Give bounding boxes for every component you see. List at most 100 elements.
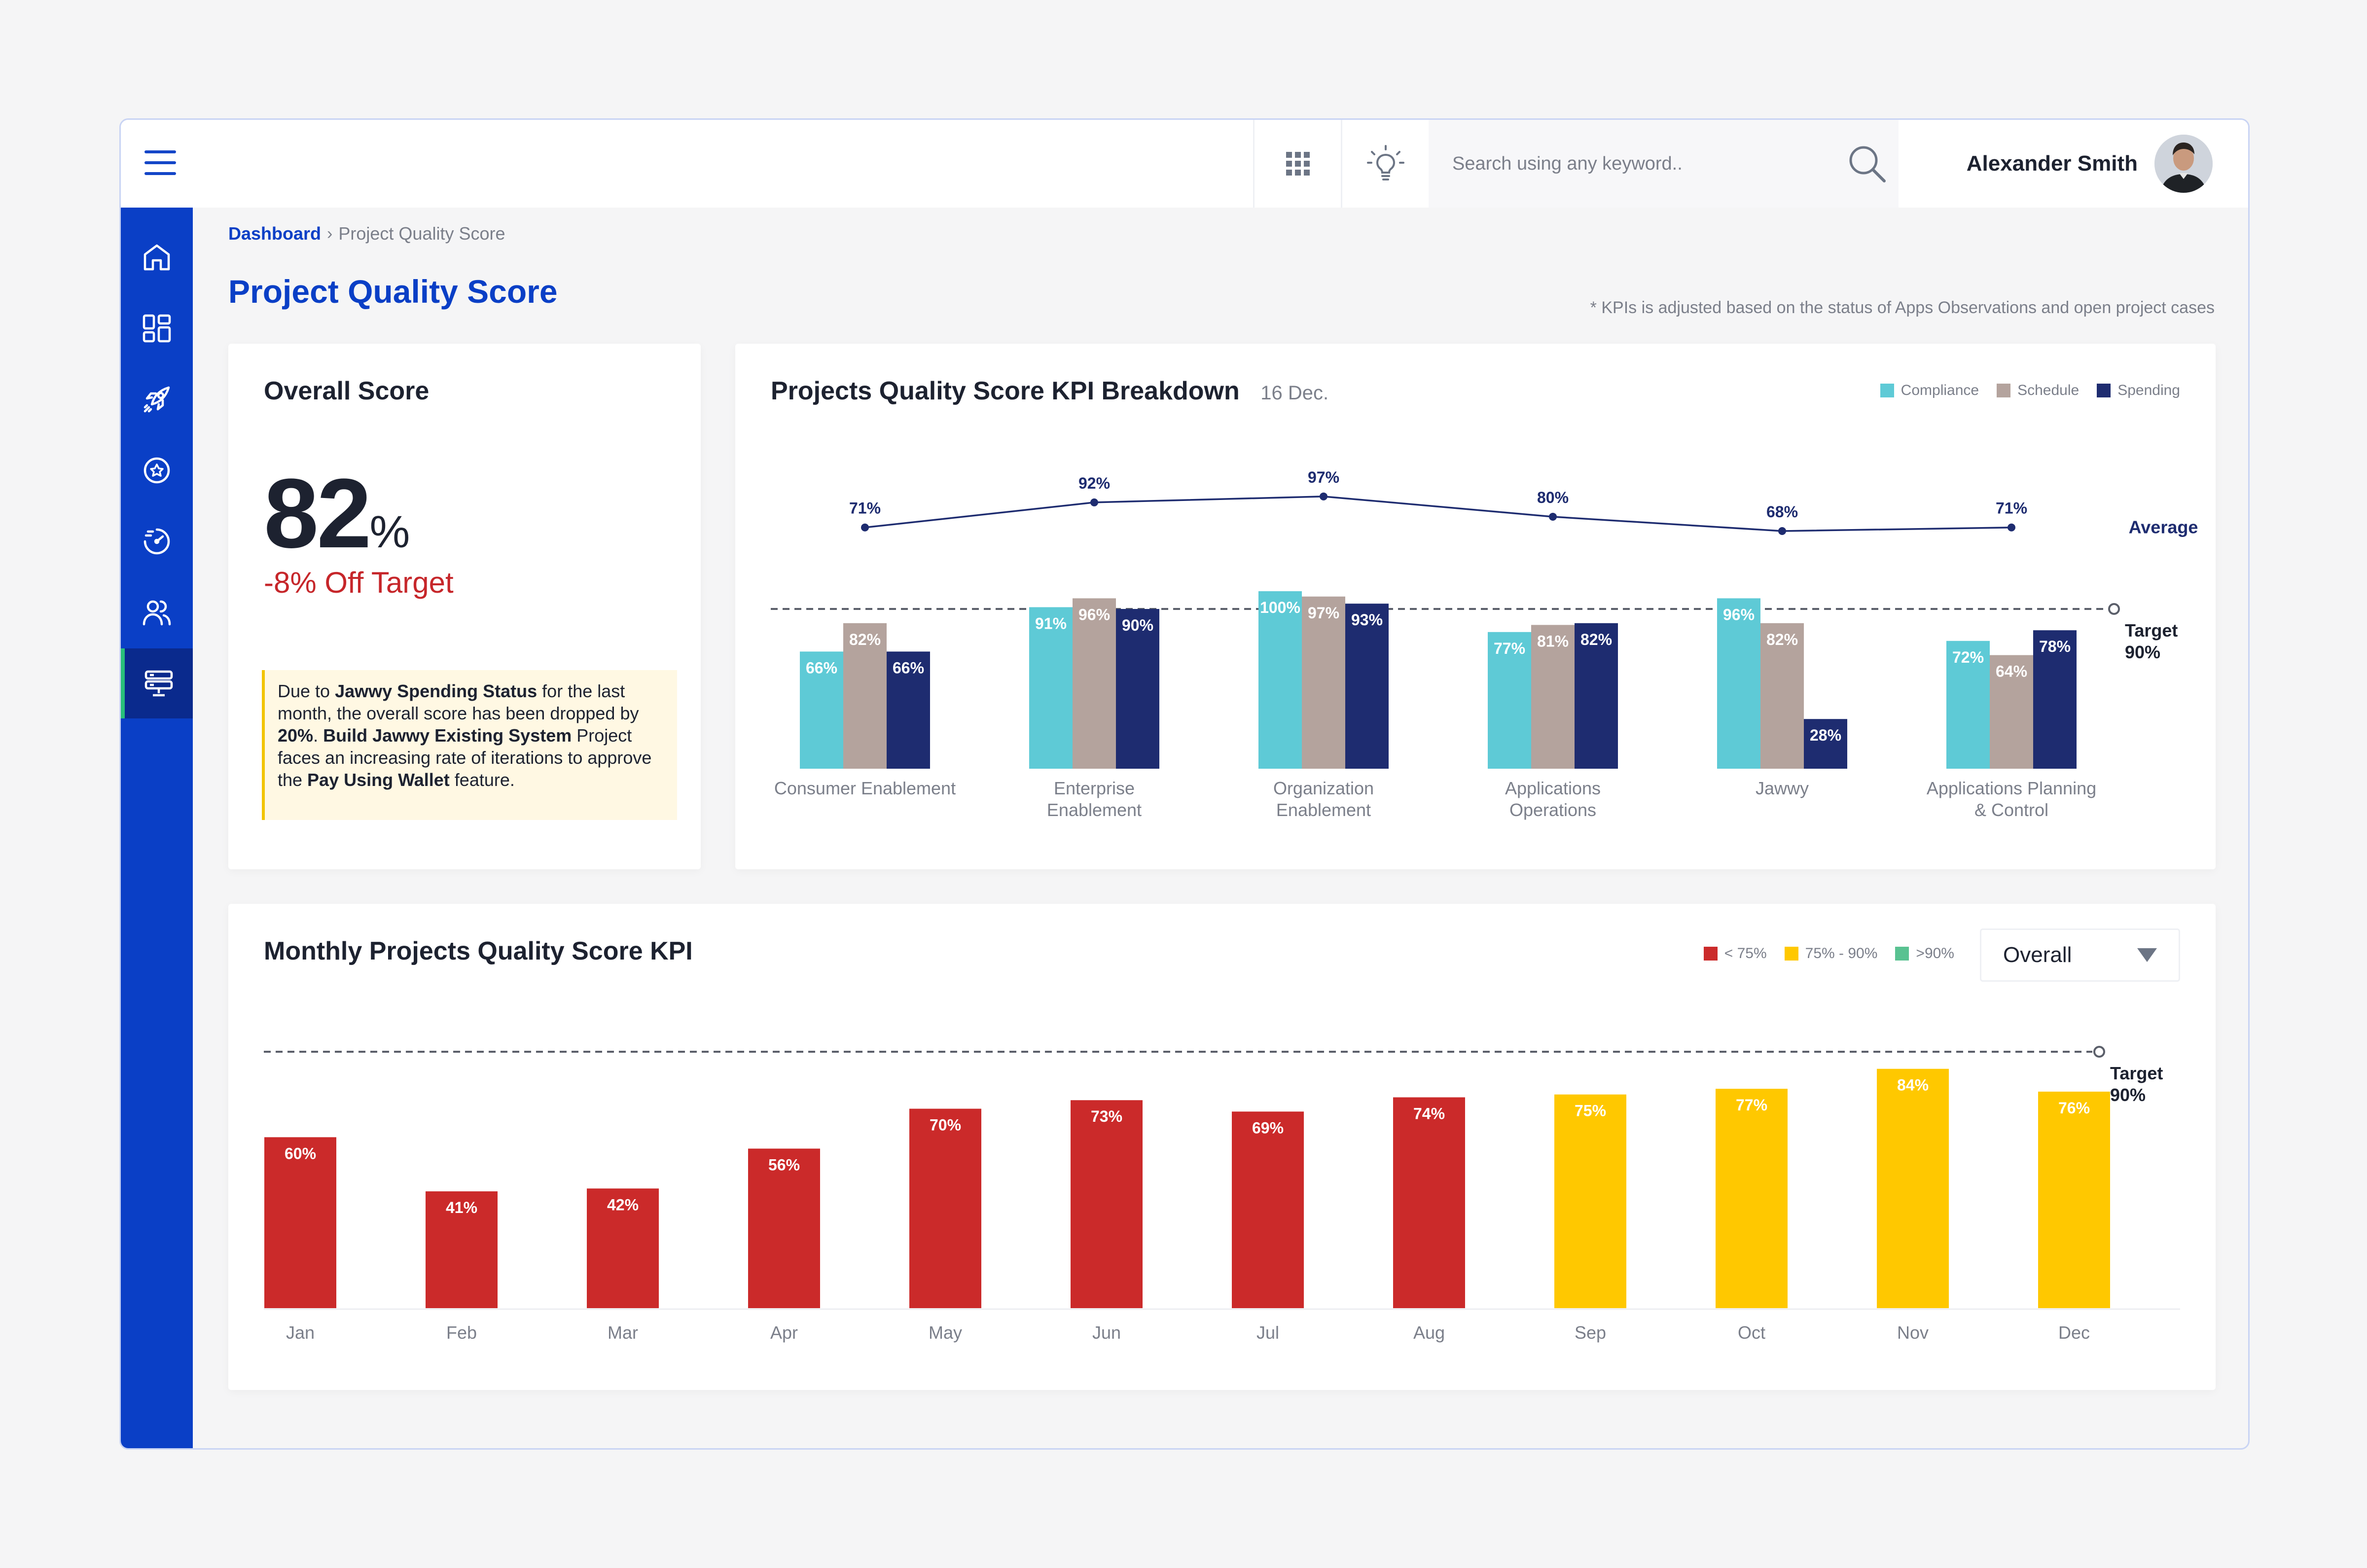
- bar-compliance: [1029, 607, 1073, 769]
- average-point: [1320, 492, 1327, 500]
- bar-compliance: [1717, 598, 1760, 769]
- month-label: May: [929, 1322, 962, 1343]
- bar-label: 93%: [1351, 611, 1383, 629]
- month-label: Dec: [2058, 1322, 2090, 1343]
- rocket-icon: [143, 386, 170, 413]
- bar-compliance: [1258, 591, 1302, 769]
- month-bar-label: 70%: [930, 1116, 961, 1134]
- bar-schedule: [1302, 596, 1345, 769]
- chevron-down-icon: [2137, 948, 2157, 962]
- apps-grid-button[interactable]: [1253, 120, 1341, 208]
- top-bar: Alexander Smith: [121, 120, 2248, 208]
- ideas-button[interactable]: [1341, 120, 1429, 208]
- month-label: Jul: [1256, 1322, 1279, 1343]
- avatar[interactable]: [2154, 135, 2213, 193]
- overall-score-card: Overall Score 82% -8% Off Target Due to …: [228, 344, 701, 869]
- month-bar-label: 60%: [285, 1144, 316, 1162]
- bar-compliance: [1488, 632, 1531, 769]
- target-marker: [2093, 1046, 2105, 1058]
- target-marker: [2108, 603, 2120, 615]
- month-label: Sep: [1575, 1322, 1606, 1343]
- average-value: 71%: [849, 499, 881, 517]
- month-bar-label: 42%: [607, 1196, 639, 1213]
- monthly-kpi-card: Monthly Projects Quality Score KPI < 75%…: [228, 904, 2216, 1390]
- month-bar: [748, 1148, 820, 1308]
- search-icon[interactable]: [1845, 142, 1889, 186]
- user-menu[interactable]: Alexander Smith: [1911, 120, 2241, 208]
- month-bar: [1554, 1094, 1626, 1308]
- category-label: Applications Planning & Control: [1927, 778, 2096, 820]
- menu-icon[interactable]: [144, 150, 176, 175]
- sidebar-item-projects[interactable]: [121, 364, 193, 434]
- sidebar-item-performance[interactable]: [121, 506, 193, 576]
- sidebar-item-rewards[interactable]: [121, 435, 193, 505]
- bar-label: 96%: [1078, 606, 1110, 623]
- breadcrumb: Dashboard › Project Quality Score: [228, 223, 505, 244]
- bar-label: 97%: [1308, 604, 1339, 622]
- legend-compliance: Compliance: [1880, 382, 1979, 399]
- dashboard-icon: [143, 314, 171, 343]
- month-bar: [1232, 1111, 1304, 1308]
- month-bar-label: 56%: [768, 1156, 800, 1174]
- bar-label: 72%: [1952, 648, 1984, 666]
- search-bar: [1429, 120, 1899, 208]
- legend-schedule: Schedule: [1997, 382, 2079, 399]
- bar-spending: [1116, 609, 1159, 769]
- bar-label: 28%: [1810, 726, 1841, 744]
- breadcrumb-dashboard-link[interactable]: Dashboard: [228, 223, 322, 244]
- month-bar-label: 84%: [1897, 1076, 1929, 1094]
- bar-label: 82%: [1580, 631, 1612, 648]
- legend-above-90: >90%: [1895, 945, 1954, 962]
- kpi-breakdown-title: Projects Quality Score KPI Breakdown 16 …: [771, 377, 1329, 405]
- bar-label: 90%: [1122, 616, 1153, 634]
- sidebar-item-quality-score[interactable]: [121, 648, 193, 718]
- month-bar: [587, 1188, 659, 1308]
- bar-label: 91%: [1035, 614, 1067, 632]
- bar-label: 77%: [1494, 640, 1525, 657]
- bar-label: 96%: [1723, 606, 1755, 623]
- month-bar-label: 76%: [2058, 1099, 2090, 1117]
- overall-score-title: Overall Score: [264, 377, 430, 405]
- monthly-kpi-title: Monthly Projects Quality Score KPI: [264, 937, 693, 965]
- score-filter-value: Overall: [2003, 943, 2072, 967]
- month-label: Jun: [1092, 1322, 1121, 1343]
- target-value: 90%: [2110, 1085, 2146, 1105]
- average-point: [1778, 527, 1786, 535]
- month-bar-label: 69%: [1252, 1119, 1284, 1137]
- average-value: 71%: [1996, 499, 2027, 517]
- search-input[interactable]: [1452, 153, 1827, 175]
- sidebar-item-users[interactable]: [121, 577, 193, 647]
- database-icon: [144, 670, 173, 697]
- month-bar: [909, 1108, 981, 1308]
- bar-spending: [1804, 719, 1847, 769]
- bar-compliance: [1946, 641, 1990, 769]
- month-bar-label: 41%: [446, 1199, 477, 1216]
- score-filter-dropdown[interactable]: Overall: [1980, 928, 2180, 982]
- off-target-label: -8% Off Target: [264, 566, 454, 599]
- bar-spending: [1345, 604, 1389, 769]
- page-title: Project Quality Score: [228, 273, 558, 310]
- legend-below-75: < 75%: [1703, 945, 1767, 962]
- month-label: Jan: [286, 1322, 315, 1343]
- average-point: [1549, 512, 1557, 521]
- month-label: Feb: [446, 1322, 477, 1343]
- kpi-breakdown-legend: Compliance Schedule Spending: [1863, 382, 2180, 399]
- target-label: Target: [2125, 620, 2178, 641]
- sidebar-item-dashboard[interactable]: [121, 293, 193, 363]
- category-label: Organization Enablement: [1273, 778, 1374, 820]
- category-label: Jawwy: [1756, 778, 1809, 798]
- bar-schedule: [1531, 625, 1575, 769]
- badge-icon: [143, 457, 170, 484]
- legend-spending: Spending: [2097, 382, 2180, 399]
- users-icon: [143, 600, 171, 626]
- average-label: Average: [2129, 517, 2198, 537]
- month-label: Oct: [1738, 1322, 1765, 1343]
- month-bar: [2038, 1091, 2110, 1308]
- breadcrumb-current: Project Quality Score: [338, 223, 505, 244]
- score-alert-message: Due to Jawwy Spending Status for the las…: [262, 670, 677, 820]
- bar-label: 81%: [1537, 632, 1569, 650]
- sidebar-item-home[interactable]: [121, 222, 193, 292]
- category-label: Consumer Enablement: [774, 778, 956, 798]
